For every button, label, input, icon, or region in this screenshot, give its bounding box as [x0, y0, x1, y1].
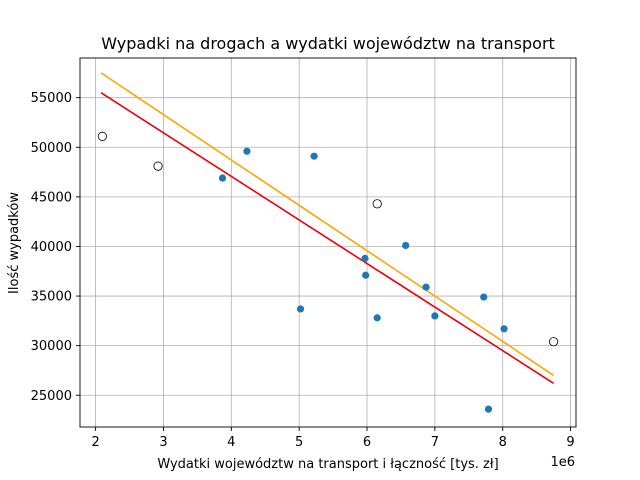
- y-tick-label: 55000: [31, 91, 72, 106]
- scatter-point: [422, 283, 430, 291]
- plot-area: 2 3 4 5 6 7 8 9 25000 30000 35000 40000 45000 50000 55…: [31, 57, 577, 450]
- x-tick-label: 4: [227, 435, 235, 450]
- scatter-point: [218, 174, 227, 182]
- y-tick-label: 50000: [31, 141, 72, 156]
- scatter-point: [431, 312, 439, 320]
- x-tick-label: 7: [431, 435, 439, 450]
- scatter-point: [310, 152, 318, 160]
- scatter-point: [243, 147, 251, 155]
- scatter-point: [500, 325, 508, 333]
- x-axis-offset-label: 1e6: [550, 455, 575, 470]
- x-tick-label: 8: [499, 435, 507, 450]
- y-tick-label: 40000: [31, 240, 72, 255]
- scatter-point-open: [97, 131, 107, 141]
- x-axis-label: Wydatki województw na transport i łączno…: [157, 457, 498, 472]
- x-tick-label: 5: [295, 435, 303, 450]
- y-tick-label: 35000: [31, 290, 72, 305]
- x-tick-label: 3: [159, 435, 167, 450]
- x-tick-label: 9: [566, 435, 574, 450]
- y-tick-label: 45000: [31, 190, 72, 205]
- trend-line: [100, 72, 555, 377]
- x-tick-label: 6: [363, 435, 371, 450]
- scatter-point-open: [549, 337, 559, 347]
- scatter-point: [402, 241, 410, 250]
- scatter-point: [362, 271, 370, 279]
- scatter-point: [373, 314, 381, 322]
- axes-frame: [79, 57, 577, 428]
- scatter-point: [484, 405, 493, 413]
- y-axis-label: Ilość wypadków: [7, 192, 22, 294]
- y-tick-label: 25000: [31, 389, 72, 404]
- chart-title: Wypadki na drogach a wydatki województw …: [101, 34, 555, 53]
- scatter-point: [296, 305, 305, 313]
- scatter-point: [361, 254, 369, 262]
- trend-line: [100, 92, 555, 385]
- scatter-point-open: [372, 199, 382, 209]
- y-tick-label: 30000: [31, 339, 72, 354]
- scatter-point: [480, 293, 488, 301]
- x-tick-label: 2: [91, 435, 99, 450]
- scatter-point-open: [153, 161, 163, 171]
